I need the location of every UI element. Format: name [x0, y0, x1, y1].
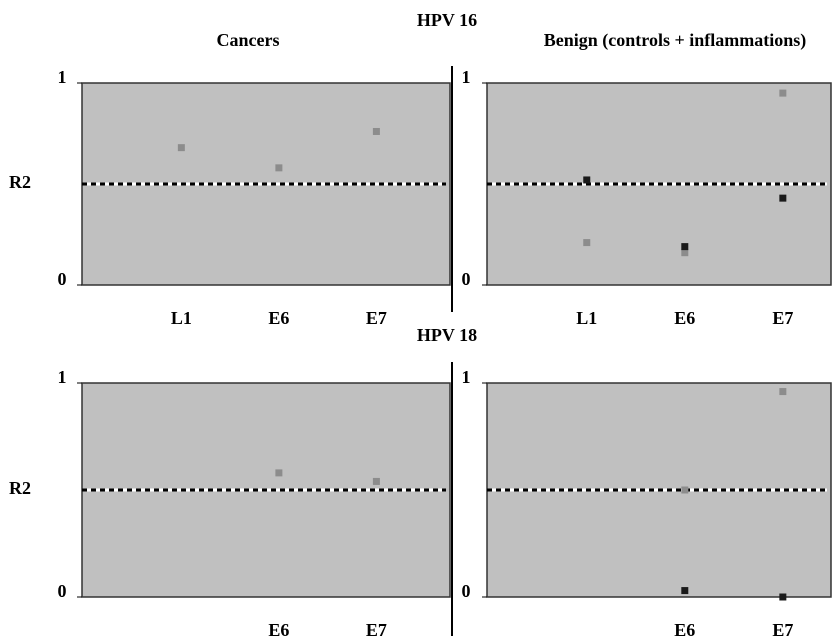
- point: [681, 243, 689, 251]
- y-tick-label: 0: [58, 581, 67, 601]
- x-tick-label: E6: [674, 308, 695, 328]
- point: [681, 587, 689, 595]
- y-tick-label: 1: [462, 367, 471, 387]
- y-tick-label: 1: [58, 367, 67, 387]
- x-tick-label: L1: [171, 308, 192, 328]
- x-tick-label: L1: [576, 308, 597, 328]
- point: [583, 176, 591, 184]
- x-tick-label: E7: [772, 308, 793, 328]
- y-tick-label: 0: [462, 581, 471, 601]
- point: [779, 89, 787, 97]
- x-tick-label: E7: [772, 620, 793, 640]
- point: [681, 249, 689, 257]
- x-tick-label: E6: [674, 620, 695, 640]
- point: [275, 469, 283, 477]
- x-tick-label: E6: [268, 620, 289, 640]
- row-label: HPV 16: [417, 10, 477, 30]
- x-tick-label: E6: [268, 308, 289, 328]
- point: [275, 164, 283, 172]
- point: [779, 388, 787, 396]
- point: [177, 144, 185, 152]
- point: [372, 127, 380, 135]
- y-tick-label: 0: [462, 269, 471, 289]
- column-label: Benign (controls + inflammations): [544, 30, 806, 51]
- y-axis-label: R2: [9, 478, 31, 498]
- x-tick-label: E7: [366, 620, 387, 640]
- y-tick-label: 1: [58, 67, 67, 87]
- point: [779, 194, 787, 202]
- x-tick-label: E7: [366, 308, 387, 328]
- point: [372, 477, 380, 485]
- point: [779, 593, 787, 601]
- point: [681, 486, 689, 494]
- y-axis-label: R2: [9, 172, 31, 192]
- row-label: HPV 18: [417, 325, 477, 345]
- column-label: Cancers: [217, 30, 280, 50]
- point: [583, 239, 591, 247]
- y-tick-label: 0: [58, 269, 67, 289]
- y-tick-label: 1: [462, 67, 471, 87]
